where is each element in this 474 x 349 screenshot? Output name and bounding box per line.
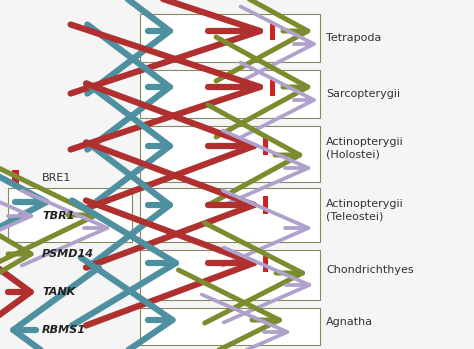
Text: Actinopterygii
(Teleostei): Actinopterygii (Teleostei) — [326, 199, 404, 221]
Text: RBMS1: RBMS1 — [42, 325, 86, 335]
Bar — [263, 254, 268, 272]
Bar — [270, 22, 275, 40]
Bar — [270, 78, 275, 96]
Text: Actinopterygii
(Holostei): Actinopterygii (Holostei) — [326, 137, 404, 159]
Bar — [140, 188, 320, 242]
Text: Chondrichthyes: Chondrichthyes — [326, 265, 414, 275]
Bar — [140, 308, 320, 345]
Text: Agnatha: Agnatha — [326, 317, 373, 327]
Text: PSMD14: PSMD14 — [42, 249, 94, 259]
Bar — [140, 250, 320, 300]
Bar — [263, 137, 268, 155]
Bar — [140, 14, 320, 62]
Text: BRE1: BRE1 — [42, 173, 72, 183]
Text: TBR1: TBR1 — [42, 211, 74, 221]
Bar — [12, 170, 19, 186]
Bar — [263, 196, 268, 214]
Text: Sarcopterygii: Sarcopterygii — [326, 89, 400, 99]
Text: Tetrapoda: Tetrapoda — [326, 33, 382, 43]
Bar — [140, 126, 320, 182]
Bar — [8, 188, 132, 242]
Bar — [140, 70, 320, 118]
Text: TANK: TANK — [42, 287, 75, 297]
